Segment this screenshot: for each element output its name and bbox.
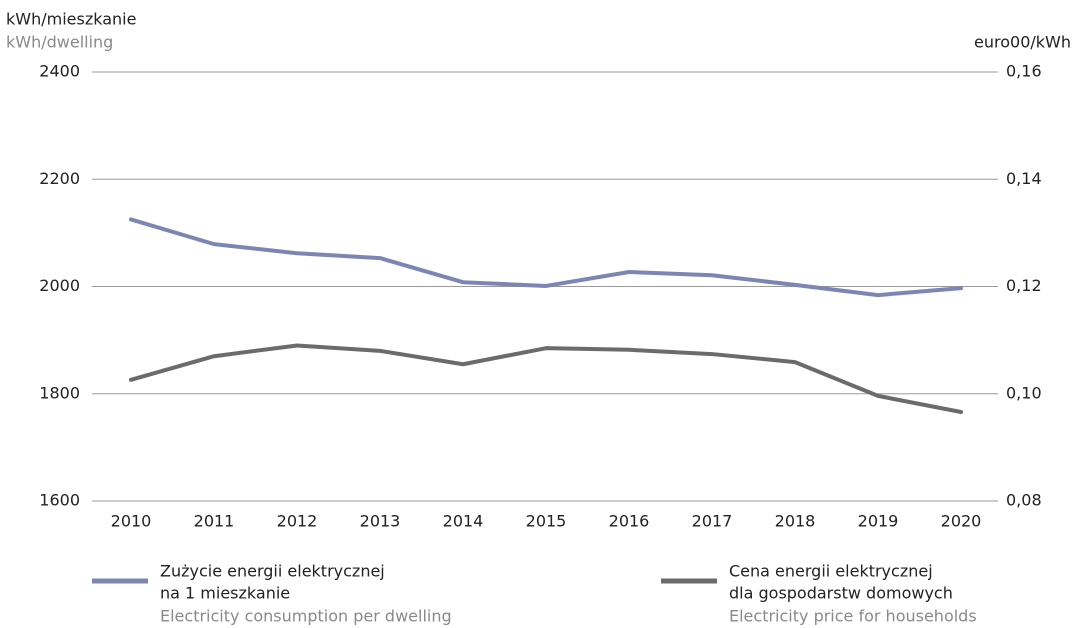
x-tick-label: 2017: [692, 512, 733, 531]
legend-label: Zużycie energii elektrycznej: [160, 562, 385, 581]
y-tick-label: 1800: [39, 383, 80, 402]
y2-axis-label: euro00/kWh: [974, 33, 1071, 52]
x-tick-label: 2016: [609, 512, 650, 531]
legend-label-en: Electricity price for households: [729, 607, 977, 626]
y-tick-label: 2400: [39, 62, 80, 81]
x-tick-label: 2020: [941, 512, 982, 531]
x-tick-label: 2018: [775, 512, 816, 531]
y-tick-label: 1600: [39, 491, 80, 510]
x-tick-label: 2010: [111, 512, 152, 531]
legend-label: na 1 mieszkanie: [160, 584, 290, 603]
y2-tick-label: 0,10: [1006, 383, 1042, 402]
x-tick-label: 2015: [526, 512, 567, 531]
x-tick-label: 2012: [277, 512, 318, 531]
y-tick-label: 2000: [39, 276, 80, 295]
x-tick-label: 2019: [858, 512, 899, 531]
x-tick-label: 2011: [194, 512, 235, 531]
y-axis-label: kWh/mieszkanie: [6, 10, 136, 29]
y2-tick-label: 0,14: [1006, 169, 1042, 188]
y2-tick-label: 0,08: [1006, 491, 1042, 510]
series-line: [129, 217, 963, 298]
y-axis-label-en: kWh/dwelling: [6, 33, 113, 52]
y-tick-label: 2200: [39, 169, 80, 188]
legend-label-en: Electricity consumption per dwelling: [160, 607, 452, 626]
series-line: [129, 343, 963, 414]
y2-tick-label: 0,12: [1006, 276, 1042, 295]
x-tick-label: 2014: [443, 512, 484, 531]
legend-label: dla gospodarstw domowych: [729, 584, 953, 603]
x-tick-label: 2013: [360, 512, 401, 531]
legend-label: Cena energii elektrycznej: [729, 562, 933, 581]
y2-tick-label: 0,16: [1006, 62, 1042, 81]
